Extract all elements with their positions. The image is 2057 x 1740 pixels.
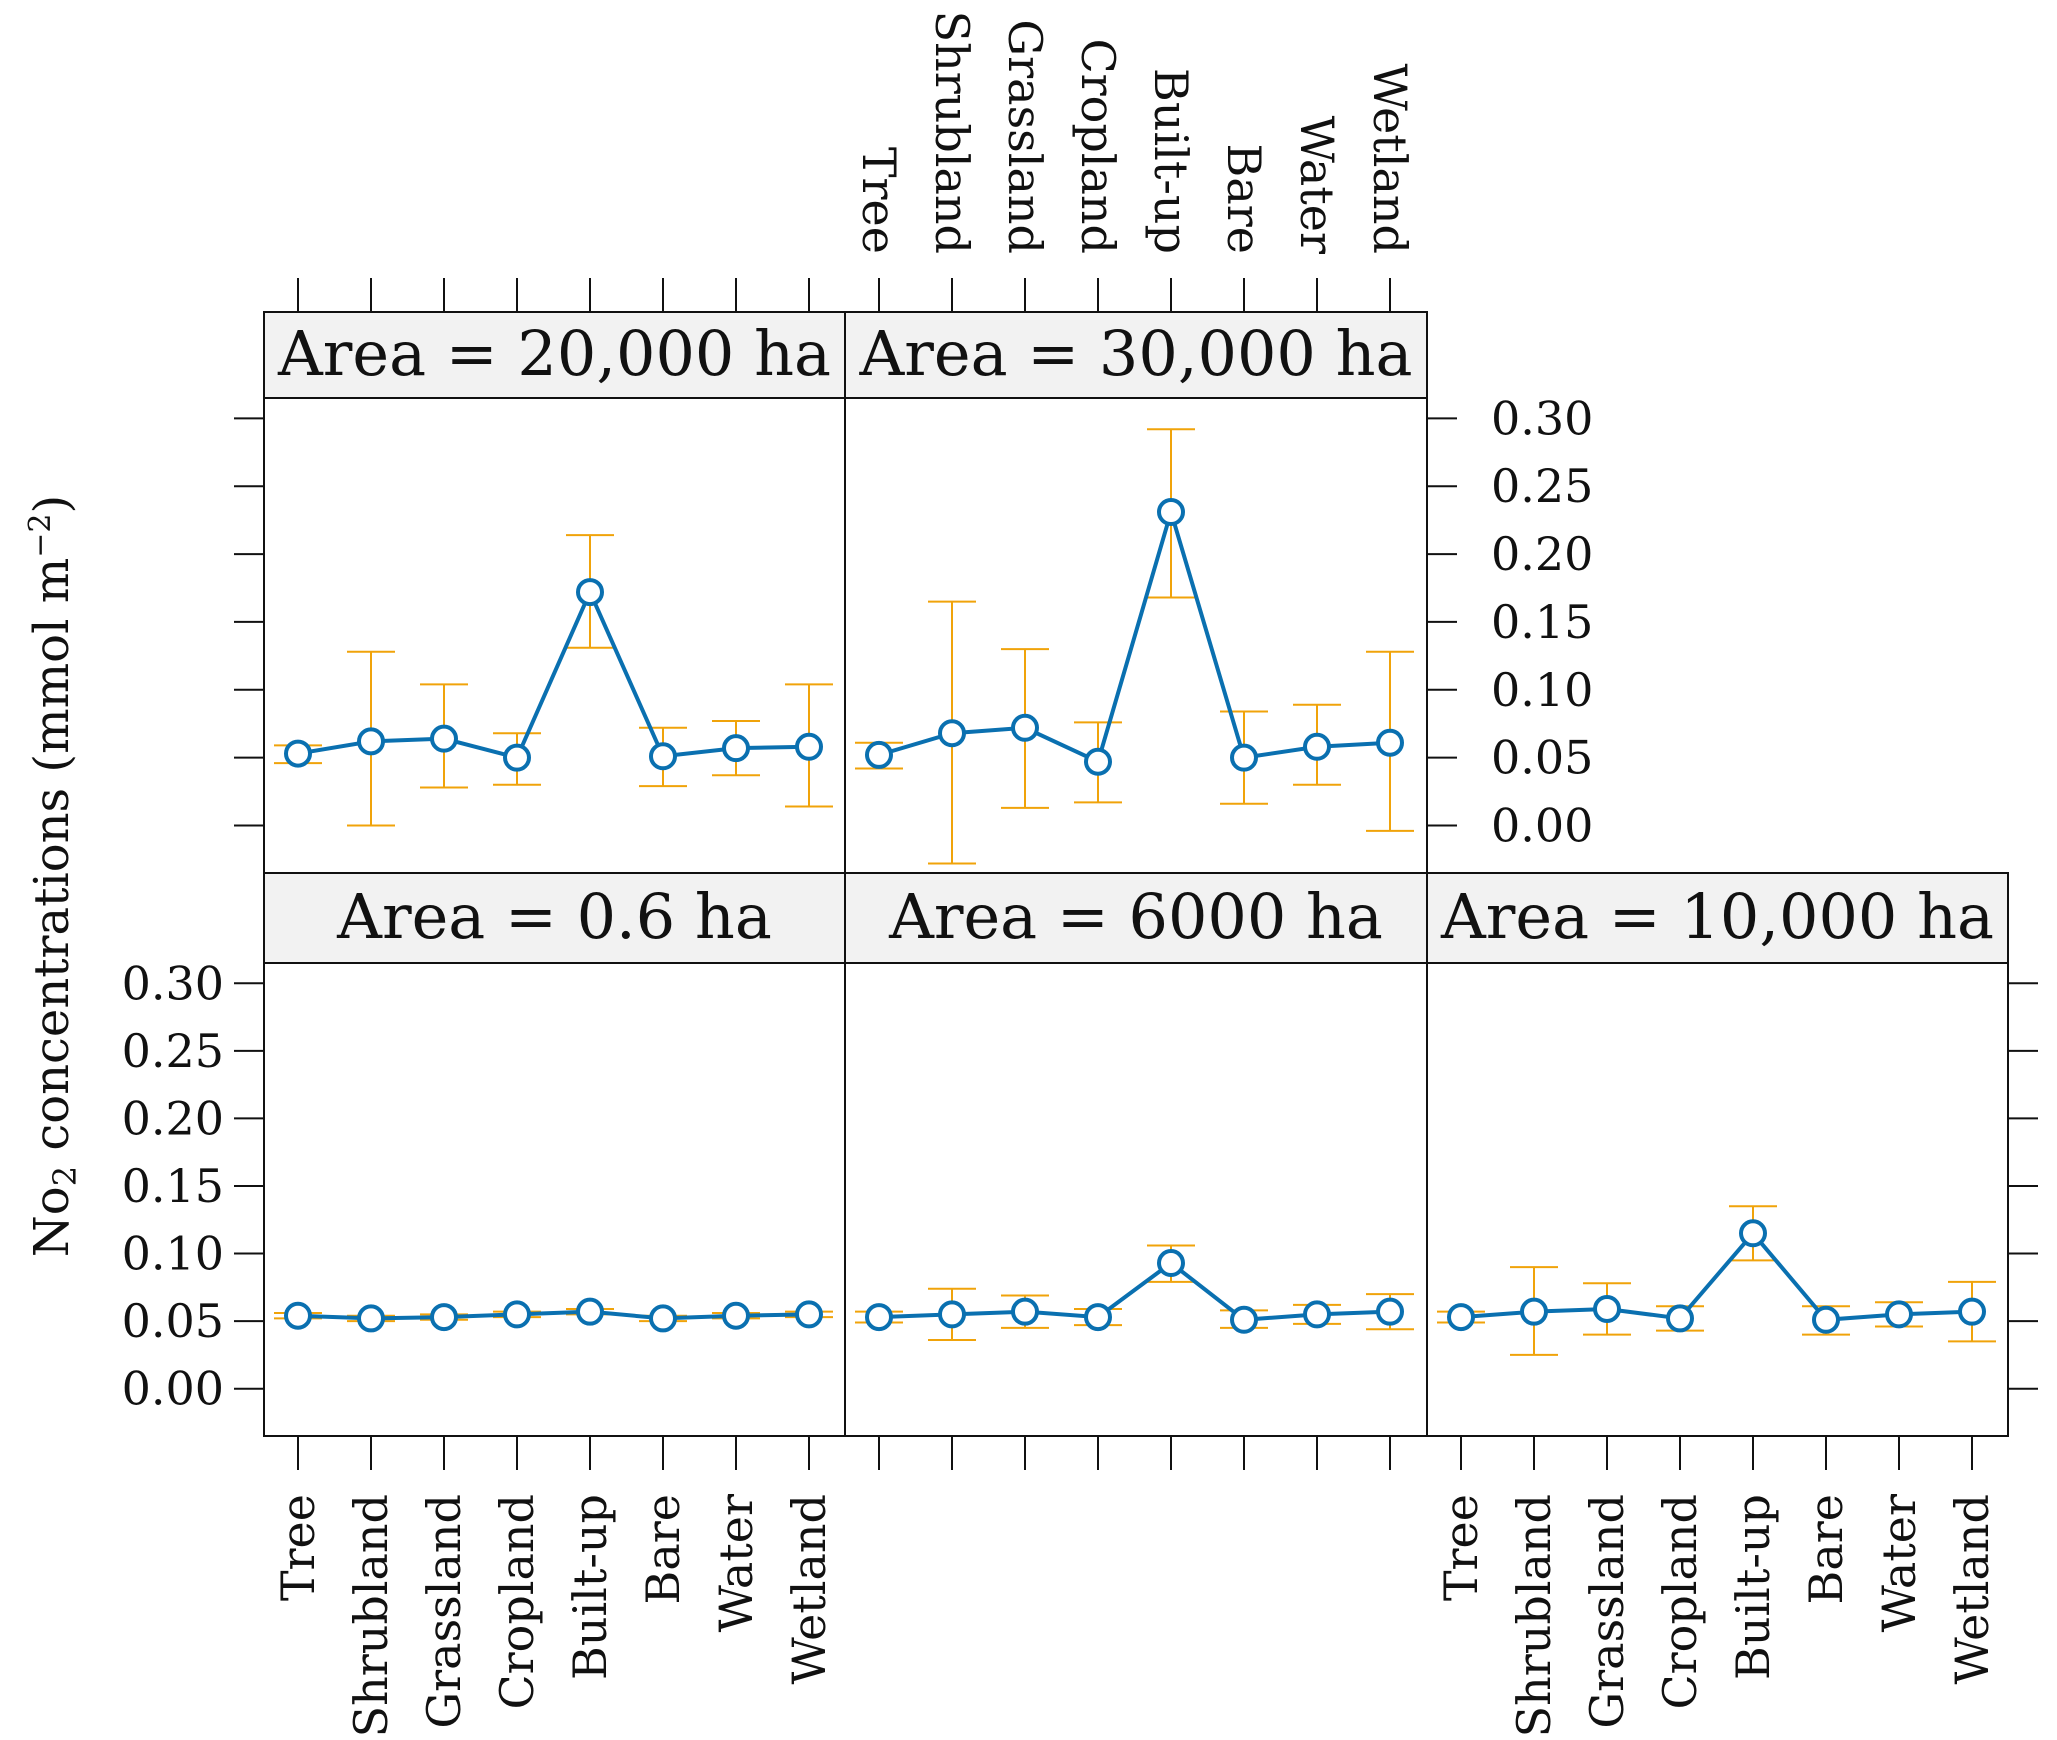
x-tick-label: Bare [1217, 144, 1271, 254]
y-tick-label: 0.15 [1491, 595, 1593, 649]
x-tick-label: Built-up [1726, 1494, 1780, 1680]
data-point [357, 1304, 385, 1333]
data-point [649, 742, 677, 771]
x-tick-label: Water [1290, 116, 1344, 254]
panel-strip [263, 311, 846, 399]
data-point [1011, 1297, 1039, 1326]
x-tick-label: Water [1872, 1494, 1926, 1632]
data-point [1520, 1297, 1548, 1326]
y-axis-label: No2 concentrations (mmol m−2) [23, 495, 84, 1257]
data-point [284, 739, 312, 768]
data-point [795, 1300, 823, 1329]
data-point [284, 1301, 312, 1330]
y-axis-label-superscript: −2 [23, 514, 58, 558]
panel-title: Area = 6000 ha [888, 880, 1383, 953]
data-point [795, 732, 823, 761]
x-tick-label: Built-up [563, 1494, 617, 1680]
y-tick-label: 0.00 [1491, 799, 1593, 853]
x-tick-label: Grassland [417, 1494, 471, 1729]
panel-title: Area = 10,000 ha [1440, 880, 1994, 953]
y-tick-label: 0.15 [122, 1159, 224, 1213]
panel-strip [844, 311, 1428, 399]
x-tick-label: Cropland [490, 1494, 544, 1710]
y-tick-label: 0.25 [122, 1024, 224, 1078]
data-point [938, 1300, 966, 1329]
data-point [1376, 728, 1404, 757]
data-point [1157, 1249, 1185, 1278]
panel-frame [263, 397, 846, 874]
data-point [1666, 1304, 1694, 1333]
y-tick-label: 0.20 [1491, 527, 1593, 581]
y-tick-label: 0.20 [122, 1091, 224, 1145]
data-point [430, 724, 458, 753]
x-tick-label: Shrubland [344, 1494, 398, 1737]
x-tick-label: Cropland [1071, 38, 1125, 254]
data-point [1230, 743, 1258, 772]
data-point [503, 743, 531, 772]
y-tick-label: 0.30 [122, 956, 224, 1010]
panel-strip [1426, 872, 2009, 964]
data-point [1739, 1219, 1767, 1248]
data-point [1011, 713, 1039, 742]
data-point [503, 1300, 531, 1329]
panel-frame [1426, 962, 2009, 1437]
y-tick-label: 0.00 [122, 1362, 224, 1416]
data-point [1447, 1303, 1475, 1332]
data-point [1157, 498, 1185, 526]
y-tick-label: 0.10 [1491, 663, 1593, 717]
data-point [1084, 747, 1112, 776]
data-point [1593, 1294, 1621, 1323]
x-tick-label: Shrubland [925, 11, 979, 254]
y-tick-label: 0.25 [1491, 459, 1593, 513]
y-axis-label-main: No [24, 1186, 80, 1257]
data-point [1812, 1305, 1840, 1334]
data-point [865, 740, 893, 769]
x-tick-label: Bare [636, 1494, 690, 1604]
x-tick-label: Grassland [1580, 1494, 1634, 1729]
y-axis-label-end: ) [24, 495, 80, 514]
data-point [1885, 1300, 1913, 1329]
panel-title: Area = 30,000 ha [859, 317, 1413, 390]
x-tick-label: Wetland [1945, 1494, 1999, 1684]
data-point [576, 578, 604, 607]
x-tick-label: Bare [1799, 1494, 1853, 1604]
data-point [430, 1303, 458, 1332]
data-point [1376, 1297, 1404, 1326]
y-axis-label-text: concentrations (mmol m [24, 558, 80, 1166]
x-tick-label: Shrubland [1507, 1494, 1561, 1737]
data-point [722, 734, 750, 763]
y-tick-label: 0.05 [1491, 731, 1593, 785]
data-point [649, 1304, 677, 1333]
data-point [938, 719, 966, 748]
data-point [722, 1301, 750, 1330]
data-point [357, 727, 385, 756]
x-tick-label: Tree [1434, 1494, 1488, 1601]
data-point [1303, 1300, 1331, 1329]
y-tick-label: 0.30 [1491, 391, 1593, 445]
data-point [576, 1297, 604, 1326]
panel-title: Area = 20,000 ha [277, 317, 831, 390]
y-tick-label: 0.10 [122, 1227, 224, 1281]
x-tick-label: Wetland [1363, 64, 1417, 254]
data-point [1230, 1305, 1258, 1334]
panel-frame [263, 962, 846, 1437]
y-tick-label: 0.05 [122, 1294, 224, 1348]
x-tick-label: Water [709, 1494, 763, 1632]
x-tick-label: Grassland [998, 19, 1052, 254]
x-tick-label: Cropland [1653, 1494, 1707, 1710]
panel-title: Area = 0.6 ha [336, 880, 772, 953]
panel-frame [844, 962, 1428, 1437]
data-point [1958, 1297, 1986, 1326]
data-point [1303, 732, 1331, 761]
y-axis-label-subscript: 2 [46, 1166, 84, 1186]
x-tick-label: Tree [271, 1494, 325, 1601]
data-point [865, 1303, 893, 1332]
x-tick-label: Tree [852, 147, 906, 254]
data-point [1084, 1303, 1112, 1332]
x-tick-label: Wetland [782, 1494, 836, 1684]
panel-strip [844, 872, 1428, 964]
x-tick-label: Built-up [1144, 68, 1198, 254]
